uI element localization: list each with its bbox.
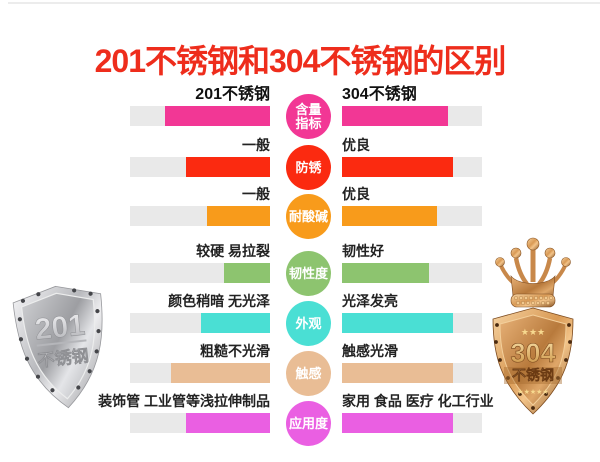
row-label-304: 光泽发亮 [342, 293, 398, 309]
bar-304-track [342, 363, 482, 383]
badge-201-divider [36, 339, 87, 347]
row-label-201: 较硬 易拉裂 [196, 243, 270, 259]
category-badge: 韧性度 [286, 251, 331, 296]
shield-rivets [17, 288, 101, 393]
row-label-304: 触感光滑 [342, 343, 398, 359]
shield-201-badge: 201 不锈钢 [6, 278, 119, 416]
row-label-201: 201不锈钢 [195, 86, 270, 103]
badge-304-name: 不锈钢 [512, 367, 554, 383]
bar-304-track [342, 263, 482, 283]
bar-201-track [130, 206, 270, 226]
badge-304-band [504, 367, 562, 384]
bar-201-fill [170, 363, 270, 383]
crown-icon [495, 237, 571, 308]
bar-304-fill [342, 263, 429, 283]
shield-icon: 201 不锈钢 [12, 285, 103, 409]
bar-304-fill [342, 313, 453, 333]
trophy-rivets [494, 323, 572, 410]
bar-201-track [130, 106, 270, 126]
bar-201-fill [186, 413, 270, 433]
row-label-304: 优良 [342, 137, 370, 153]
bar-304-fill [342, 413, 453, 433]
bar-201-track [130, 313, 270, 333]
bar-304-track [342, 206, 482, 226]
row-label-304: 304不锈钢 [342, 86, 417, 103]
bar-304-fill [342, 206, 438, 226]
row-label-201: 一般 [242, 186, 270, 202]
bar-201-track [130, 263, 270, 283]
stars-bottom: ★★★★★ [517, 388, 548, 396]
page-title: 201不锈钢和304不锈钢的区别 [94, 43, 507, 79]
crown-shield-icon: ★★★ 304 不锈钢 ★★★★★ [492, 237, 574, 415]
category-badge: 防锈 [286, 145, 331, 190]
top-divider [8, 2, 600, 4]
category-badge: 触感 [286, 351, 331, 396]
row-label-201: 粗糙不光滑 [200, 343, 270, 359]
bar-201-track [130, 157, 270, 177]
bar-201-track [130, 363, 270, 383]
bar-201-fill [186, 157, 270, 177]
stars-top: ★★★ [521, 327, 545, 337]
badge-304-number: 304 [510, 338, 555, 368]
row-label-201: 装饰管 工业管等浅拉伸制品 [98, 393, 270, 409]
bar-304-track [342, 313, 482, 333]
bar-304-track [342, 413, 482, 433]
bar-304-fill [342, 363, 453, 383]
row-label-304: 韧性好 [342, 243, 384, 259]
category-badge: 耐酸碱 [286, 194, 331, 239]
category-badge: 应用度 [286, 401, 331, 446]
row-label-304: 家用 食品 医疗 化工行业 [342, 393, 494, 409]
category-badge: 含量 指标 [286, 94, 331, 139]
bar-304-fill [342, 106, 449, 126]
bar-201-track [130, 413, 270, 433]
category-badge: 外观 [286, 301, 331, 346]
bar-304-track [342, 157, 482, 177]
row-label-201: 颜色稍暗 无光泽 [168, 293, 270, 309]
row-label-201: 一般 [242, 137, 270, 153]
bar-304-fill [342, 157, 453, 177]
row-label-304: 优良 [342, 186, 370, 202]
bar-201-fill [207, 206, 270, 226]
trophy-304-badge: ★★★ 304 不锈钢 ★★★★★ [483, 228, 583, 428]
bar-201-fill [165, 106, 270, 126]
bar-304-track [342, 106, 482, 126]
bar-201-fill [201, 313, 270, 333]
bar-201-fill [223, 263, 270, 283]
